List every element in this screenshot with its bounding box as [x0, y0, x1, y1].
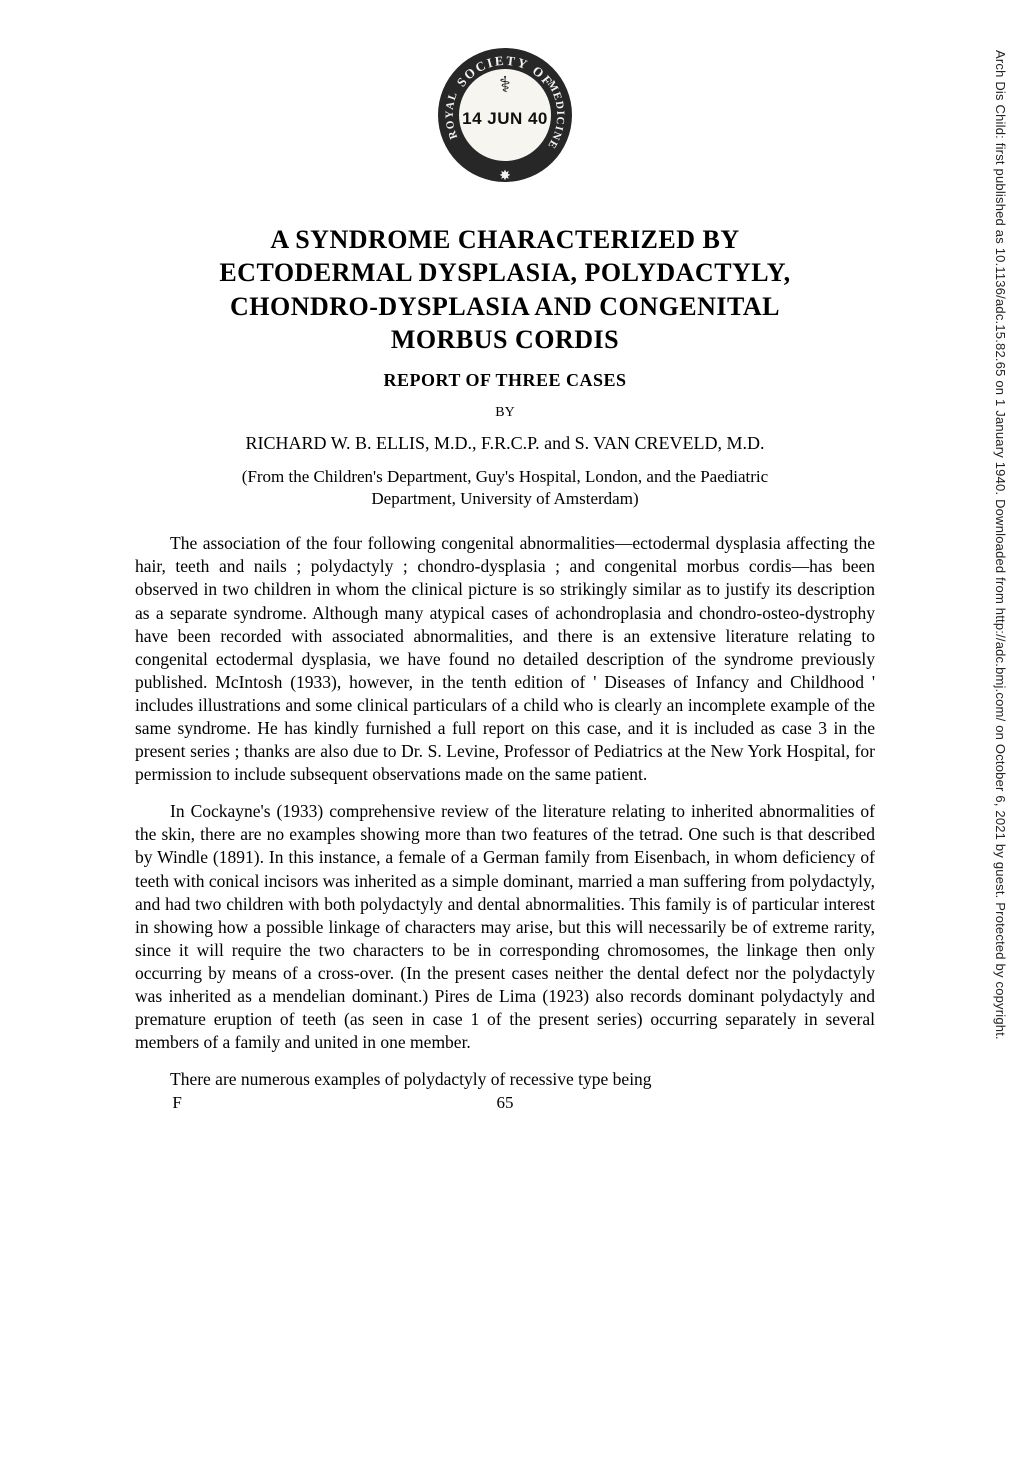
seal-star: ✸	[499, 169, 511, 184]
download-copyright-sidebar: Arch Dis Child: first published as 10.11…	[988, 50, 1008, 1400]
signature-mark: F	[135, 1093, 182, 1113]
title-line: ECTODERMAL DYSPLASIA, POLYDACTYLY,	[219, 258, 790, 287]
seal-date: 14 JUN 40	[462, 109, 548, 128]
article-subtitle: REPORT OF THREE CASES	[135, 370, 875, 391]
page-number: 65	[497, 1093, 514, 1113]
by-label: BY	[135, 405, 875, 421]
title-line: A SYNDROME CHARACTERIZED BY	[270, 225, 739, 254]
article-content: SOCIETY OF ROYAL MEDICINE ✸ ⚕ 14 JUN 40	[135, 40, 875, 1113]
library-seal: SOCIETY OF ROYAL MEDICINE ✸ ⚕ 14 JUN 40	[135, 40, 875, 195]
caduceus-icon: ⚕	[499, 72, 511, 97]
seal-svg: SOCIETY OF ROYAL MEDICINE ✸ ⚕ 14 JUN 40	[430, 40, 580, 190]
affiliation-line: (From the Children's Department, Guy's H…	[242, 467, 768, 486]
affiliation-line: Department, University of Amsterdam)	[371, 489, 638, 508]
body-paragraph: There are numerous examples of polydacty…	[135, 1068, 875, 1091]
page-footer: F 65	[135, 1093, 875, 1113]
title-line: MORBUS CORDIS	[391, 325, 619, 354]
article-title: A SYNDROME CHARACTERIZED BY ECTODERMAL D…	[135, 223, 875, 356]
body-paragraph: The association of the four following co…	[135, 532, 875, 786]
body-paragraph: In Cockayne's (1933) comprehensive revie…	[135, 800, 875, 1054]
authors: RICHARD W. B. ELLIS, M.D., F.R.C.P. and …	[135, 433, 875, 454]
affiliation: (From the Children's Department, Guy's H…	[135, 466, 875, 510]
title-line: CHONDRO-DYSPLASIA AND CONGENITAL	[230, 292, 780, 321]
page: Arch Dis Child: first published as 10.11…	[0, 0, 1020, 1457]
